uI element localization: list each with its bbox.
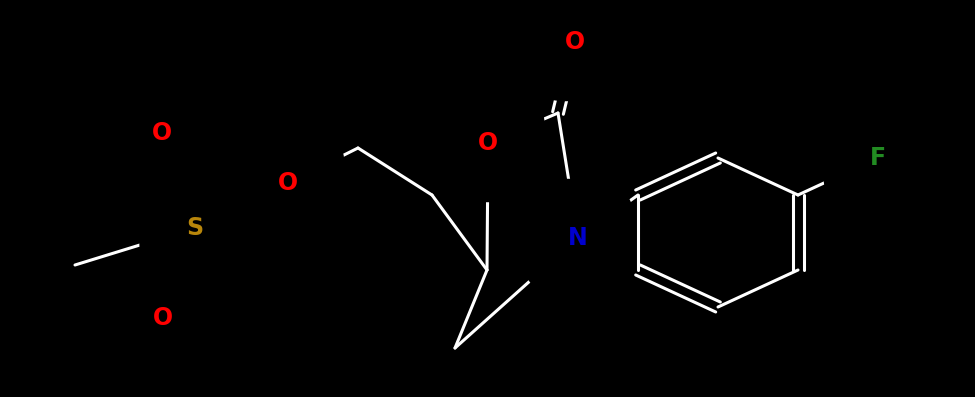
Text: O: O bbox=[478, 131, 498, 155]
Text: O: O bbox=[278, 171, 298, 195]
Text: N: N bbox=[568, 226, 588, 250]
Text: O: O bbox=[565, 30, 585, 54]
Text: S: S bbox=[186, 216, 204, 240]
Text: O: O bbox=[152, 121, 172, 145]
Text: F: F bbox=[870, 146, 886, 170]
Text: O: O bbox=[153, 306, 174, 330]
